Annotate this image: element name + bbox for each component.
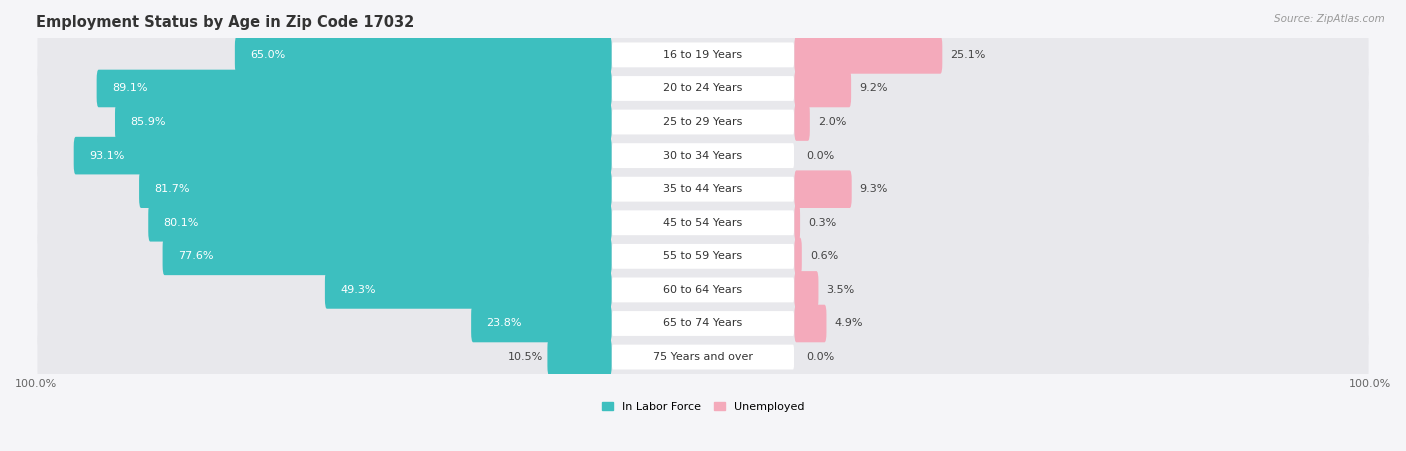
Text: 0.0%: 0.0%: [807, 151, 835, 161]
Text: 75 Years and over: 75 Years and over: [652, 352, 754, 362]
FancyBboxPatch shape: [38, 231, 1368, 281]
Text: 0.3%: 0.3%: [808, 218, 837, 228]
Text: 65 to 74 Years: 65 to 74 Years: [664, 318, 742, 328]
FancyBboxPatch shape: [794, 305, 827, 342]
Text: 4.9%: 4.9%: [835, 318, 863, 328]
FancyBboxPatch shape: [612, 311, 794, 336]
FancyBboxPatch shape: [794, 36, 942, 74]
FancyBboxPatch shape: [612, 143, 794, 168]
FancyBboxPatch shape: [612, 244, 794, 269]
Text: 77.6%: 77.6%: [179, 251, 214, 261]
FancyBboxPatch shape: [38, 198, 1368, 248]
FancyBboxPatch shape: [38, 97, 1368, 147]
Text: 16 to 19 Years: 16 to 19 Years: [664, 50, 742, 60]
Text: 35 to 44 Years: 35 to 44 Years: [664, 184, 742, 194]
Text: 45 to 54 Years: 45 to 54 Years: [664, 218, 742, 228]
Text: 65.0%: 65.0%: [250, 50, 285, 60]
Text: 85.9%: 85.9%: [131, 117, 166, 127]
Text: 20 to 24 Years: 20 to 24 Years: [664, 83, 742, 93]
FancyBboxPatch shape: [235, 36, 612, 74]
Text: 9.2%: 9.2%: [859, 83, 887, 93]
FancyBboxPatch shape: [97, 69, 612, 107]
FancyBboxPatch shape: [794, 271, 818, 309]
FancyBboxPatch shape: [612, 110, 794, 134]
FancyBboxPatch shape: [163, 238, 612, 275]
Text: 30 to 34 Years: 30 to 34 Years: [664, 151, 742, 161]
FancyBboxPatch shape: [148, 204, 612, 242]
FancyBboxPatch shape: [612, 277, 794, 302]
Text: 3.5%: 3.5%: [827, 285, 855, 295]
FancyBboxPatch shape: [38, 130, 1368, 181]
Legend: In Labor Force, Unemployed: In Labor Force, Unemployed: [602, 402, 804, 412]
FancyBboxPatch shape: [794, 69, 851, 107]
Text: 89.1%: 89.1%: [112, 83, 148, 93]
FancyBboxPatch shape: [547, 338, 612, 376]
Text: 93.1%: 93.1%: [89, 151, 124, 161]
FancyBboxPatch shape: [794, 103, 810, 141]
Text: 81.7%: 81.7%: [155, 184, 190, 194]
Text: Employment Status by Age in Zip Code 17032: Employment Status by Age in Zip Code 170…: [37, 15, 415, 30]
FancyBboxPatch shape: [38, 63, 1368, 114]
FancyBboxPatch shape: [38, 164, 1368, 214]
FancyBboxPatch shape: [612, 42, 794, 67]
FancyBboxPatch shape: [612, 345, 794, 369]
FancyBboxPatch shape: [612, 76, 794, 101]
FancyBboxPatch shape: [612, 210, 794, 235]
FancyBboxPatch shape: [38, 298, 1368, 349]
Text: 2.0%: 2.0%: [818, 117, 846, 127]
Text: 0.0%: 0.0%: [807, 352, 835, 362]
Text: 80.1%: 80.1%: [163, 218, 200, 228]
Text: 25 to 29 Years: 25 to 29 Years: [664, 117, 742, 127]
FancyBboxPatch shape: [38, 332, 1368, 382]
Text: 55 to 59 Years: 55 to 59 Years: [664, 251, 742, 261]
FancyBboxPatch shape: [139, 170, 612, 208]
FancyBboxPatch shape: [325, 271, 612, 309]
Text: 49.3%: 49.3%: [340, 285, 375, 295]
FancyBboxPatch shape: [38, 30, 1368, 80]
FancyBboxPatch shape: [794, 170, 852, 208]
FancyBboxPatch shape: [794, 204, 800, 242]
FancyBboxPatch shape: [794, 238, 801, 275]
Text: 10.5%: 10.5%: [508, 352, 543, 362]
Text: 25.1%: 25.1%: [950, 50, 986, 60]
Text: 0.6%: 0.6%: [810, 251, 838, 261]
FancyBboxPatch shape: [612, 177, 794, 202]
FancyBboxPatch shape: [115, 103, 612, 141]
Text: 60 to 64 Years: 60 to 64 Years: [664, 285, 742, 295]
Text: 9.3%: 9.3%: [859, 184, 889, 194]
FancyBboxPatch shape: [73, 137, 612, 175]
Text: Source: ZipAtlas.com: Source: ZipAtlas.com: [1274, 14, 1385, 23]
FancyBboxPatch shape: [471, 305, 612, 342]
FancyBboxPatch shape: [38, 265, 1368, 315]
Text: 23.8%: 23.8%: [486, 318, 522, 328]
